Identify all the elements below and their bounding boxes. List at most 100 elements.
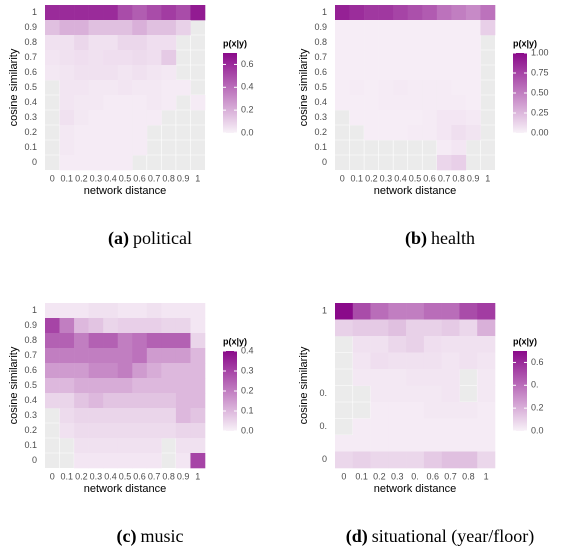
- y-tick-label: 0.7: [314, 52, 327, 62]
- heat-cell: [370, 451, 389, 469]
- heat-cell: [88, 378, 104, 394]
- caption-text: music: [140, 526, 183, 546]
- heat-cell: [45, 35, 60, 51]
- heat-cell: [59, 318, 75, 334]
- heat-cell: [451, 65, 467, 81]
- heat-cell: [146, 20, 162, 36]
- heat-cell: [88, 110, 104, 126]
- heat-cell: [74, 348, 89, 364]
- heat-cell: [132, 20, 148, 36]
- heat-cell: [45, 65, 60, 81]
- heat-cell: [45, 363, 60, 379]
- x-tick-label: 0: [340, 173, 345, 183]
- heat-cell: [161, 318, 177, 334]
- x-tick-label: 0.7: [148, 173, 161, 183]
- x-tick-label: 0.9: [467, 173, 480, 183]
- heat-cell: [451, 95, 467, 111]
- heat-cell: [88, 50, 104, 66]
- heat-cell: [370, 402, 389, 419]
- heat-cell: [423, 435, 442, 452]
- heat-cell: [422, 110, 438, 126]
- heat-cell: [74, 393, 89, 409]
- x-tick-label: 0.: [411, 471, 419, 481]
- heat-cell: [74, 423, 89, 439]
- y-tick-label: 0.8: [24, 37, 37, 47]
- heat-cell: [88, 80, 104, 96]
- y-tick-label: 0: [32, 157, 37, 167]
- heat-cell: [477, 336, 496, 353]
- heat-cell: [132, 140, 148, 156]
- heat-cell: [407, 65, 423, 81]
- y-tick-label: 0.2: [314, 127, 327, 137]
- heat-cell: [103, 50, 119, 66]
- heat-cell: [88, 363, 104, 379]
- x-tick-label: 0.5: [119, 471, 132, 481]
- heat-cell: [59, 125, 75, 141]
- heat-cell: [146, 378, 162, 394]
- colorbar-label: 0.25: [531, 107, 549, 117]
- heat-cell: [388, 319, 407, 337]
- heat-cell: [190, 393, 206, 409]
- heat-cell: [436, 125, 452, 141]
- y-tick-label: 1: [322, 306, 327, 316]
- heat-cell: [477, 303, 496, 320]
- heat-cell: [378, 65, 394, 81]
- heat-cell: [406, 402, 425, 419]
- colorbar-label: 0.6: [241, 59, 254, 69]
- heat-cell: [352, 336, 371, 353]
- heat-cell: [393, 50, 409, 66]
- heat-cell: [88, 393, 104, 409]
- heat-cell: [132, 35, 148, 51]
- heat-cell: [370, 435, 389, 452]
- y-tick-label: 0.1: [24, 440, 37, 450]
- heat-cell: [117, 348, 133, 364]
- x-axis-label: network distance: [84, 483, 167, 495]
- x-tick-label: 0.3: [380, 173, 393, 183]
- heat-cell: [393, 125, 409, 141]
- heat-cell: [364, 125, 379, 141]
- heat-cell: [59, 5, 75, 21]
- heat-cell: [132, 125, 148, 141]
- heat-cell: [45, 5, 60, 21]
- x-tick-label: 0.2: [373, 471, 386, 481]
- heat-cell: [88, 348, 104, 364]
- heat-cell: [146, 423, 162, 439]
- heat-cell: [74, 125, 89, 141]
- heat-cell: [406, 303, 425, 320]
- heat-cell: [88, 65, 104, 81]
- heat-cell: [349, 95, 365, 111]
- caption-label: (a): [108, 228, 129, 249]
- heat-cell: [364, 20, 379, 36]
- heat-cell: [161, 35, 177, 51]
- heat-cell: [406, 352, 425, 370]
- heat-cell: [441, 418, 460, 436]
- heat-cell: [465, 20, 481, 36]
- heat-cell: [406, 369, 425, 386]
- heat-cell: [117, 95, 133, 111]
- heat-cell: [103, 363, 119, 379]
- heat-cell: [436, 50, 452, 66]
- colorbar-label: 0.2: [241, 385, 254, 395]
- heat-cell: [335, 50, 350, 66]
- heat-cell: [406, 435, 425, 452]
- heat-cell: [407, 110, 423, 126]
- y-tick-label: 0.8: [24, 335, 37, 345]
- heat-cell: [103, 453, 119, 469]
- heat-cell: [465, 5, 481, 21]
- heat-cell: [378, 5, 394, 21]
- heat-cell: [146, 393, 162, 409]
- heat-cell: [74, 303, 89, 319]
- y-tick-label: 0.2: [24, 425, 37, 435]
- heat-cell: [441, 385, 460, 403]
- heat-cell: [88, 438, 104, 454]
- y-tick-label: 1: [322, 7, 327, 17]
- heat-cell: [388, 369, 407, 386]
- heat-cell: [146, 348, 162, 364]
- heat-cell: [175, 393, 191, 409]
- heat-cell: [349, 65, 365, 81]
- heat-cell: [88, 5, 104, 21]
- heat-cell: [132, 408, 148, 424]
- colorbar-label: 0.6: [531, 357, 544, 367]
- y-tick-label: 0.5: [24, 380, 37, 390]
